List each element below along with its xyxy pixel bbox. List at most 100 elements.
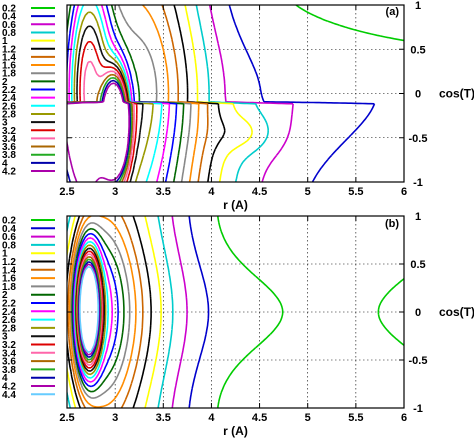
contour-lines (67, 216, 404, 408)
legend-label: 1.2 (2, 44, 16, 55)
legend-label: 1.8 (2, 69, 16, 80)
legend-label: 1.4 (2, 265, 16, 276)
grid-lines (67, 5, 404, 182)
legend-label: 1.6 (2, 61, 16, 72)
legend-label: 1.6 (2, 274, 16, 285)
contour-1.8 (70, 222, 131, 399)
legend-label: 2.2 (2, 299, 16, 310)
legend-label: 2 (2, 77, 8, 88)
x-tick-label: 3 (112, 186, 118, 198)
legend-label: 1.2 (2, 257, 16, 268)
legend-label: 1 (2, 36, 8, 47)
contour-1 (67, 216, 162, 408)
legend-label: 3.2 (2, 340, 16, 351)
legend-label: 1 (2, 249, 8, 260)
y-tick-label: -1 (413, 403, 423, 415)
legend: 0.20.40.60.811.21.41.61.822.22.42.62.833… (2, 216, 55, 401)
contour-4.2 (67, 82, 130, 182)
legend-label: 2.6 (2, 101, 16, 112)
contour-2.6 (67, 5, 163, 182)
contour-4.4 (79, 265, 99, 354)
legend-label: 2 (2, 290, 8, 301)
contour-2.8 (67, 11, 154, 182)
legend-label: 4.2 (2, 382, 16, 393)
contour-2.2 (72, 232, 119, 388)
x-tick-label: 4 (208, 412, 215, 424)
contour-1.6 (68, 216, 137, 408)
legend-label: 3.6 (2, 142, 16, 153)
contour-3.2 (67, 41, 138, 182)
panel-label: (b) (385, 218, 399, 230)
y-axis-title: cos(T) (439, 305, 474, 319)
x-tick-label: 3 (112, 412, 118, 424)
legend-label: 0.8 (2, 28, 16, 39)
y-tick-label: 0.5 (410, 44, 425, 56)
legend-label: 4 (2, 373, 8, 384)
legend-label: 0.2 (2, 4, 16, 15)
contour-0.4 (188, 216, 210, 408)
y-tick-label: 0.5 (410, 259, 425, 271)
legend-label: 1.4 (2, 52, 16, 63)
legend-label: 1.8 (2, 282, 16, 293)
legend-label: 0.2 (2, 216, 16, 227)
y-tick-label: -0.5 (409, 133, 428, 145)
legend: 0.20.40.60.811.21.41.61.822.22.42.62.833… (2, 4, 55, 178)
x-axis-title: r (A) (223, 198, 248, 212)
y-tick-label: 0 (415, 307, 421, 319)
x-tick-label: 4.5 (252, 186, 267, 198)
contour-0.2 (294, 5, 404, 42)
legend-label: 2.8 (2, 323, 16, 334)
legend-label: 4 (2, 158, 8, 169)
legend-label: 3.4 (2, 348, 16, 359)
x-tick-label: 4 (208, 186, 215, 198)
legend-label: 2.6 (2, 315, 16, 326)
x-tick-label: 3.5 (156, 412, 171, 424)
contour-1.2 (173, 5, 226, 182)
legend-label: 2.4 (2, 307, 16, 318)
legend-label: 0.6 (2, 20, 16, 31)
x-tick-label: 5.5 (348, 186, 363, 198)
contour-0.2 (217, 216, 404, 408)
legend-label: 2.8 (2, 109, 16, 120)
y-tick-label: 0 (415, 89, 421, 101)
x-tick-label: 4.5 (252, 412, 267, 424)
legend-label: 0.6 (2, 232, 16, 243)
panel-b: 2.5 3 3.5 4 4.5 5 5.5 6 -1 -0.5 0 0.5 1 cos(T) r (A) (b… (2, 211, 474, 438)
legend-label: 3.4 (2, 134, 16, 145)
y-tick-label: 1 (415, 0, 421, 12)
contour-1.2 (67, 216, 152, 408)
y-tick-label: -1 (413, 177, 423, 189)
contour-1 (184, 5, 253, 182)
legend-label: 0.8 (2, 240, 16, 251)
contour-2 (71, 227, 125, 393)
legend-label: 3 (2, 332, 8, 343)
legend-label: 2.4 (2, 93, 16, 104)
contour-0.8 (67, 216, 174, 408)
contour-0.6 (171, 216, 188, 408)
contour-0.6 (208, 5, 294, 182)
x-axis-title: r (A) (223, 424, 248, 438)
contour-3 (67, 25, 144, 182)
x-tick-label: 3.5 (156, 186, 171, 198)
y-axis-title: cos(T) (439, 87, 474, 101)
legend-label: 3 (2, 118, 8, 129)
legend-label: 0.4 (2, 224, 16, 235)
x-tick-label: 6 (401, 186, 407, 198)
y-tick-label: -0.5 (409, 355, 428, 367)
panel-a: 2.5 3 3.5 4 4.5 5 5.5 6 -1 -0.5 0 0.5 1 cos(T) r (A) (a… (2, 0, 474, 212)
legend-label: 2.2 (2, 85, 16, 96)
legend-label: 4.4 (2, 390, 16, 401)
legend-label: 3.6 (2, 357, 16, 368)
panel-label: (a) (386, 6, 400, 18)
legend-label: 3.2 (2, 126, 16, 137)
x-tick-label: 5 (305, 186, 311, 198)
legend-label: 3.8 (2, 365, 16, 376)
legend-label: 0.4 (2, 12, 16, 23)
x-tick-label: 2.5 (59, 186, 74, 198)
x-tick-label: 5 (305, 412, 311, 424)
contour-1.4 (67, 216, 144, 408)
y-tick-label: 1 (415, 211, 421, 223)
x-tick-label: 2.5 (59, 412, 74, 424)
contour-1.8 (67, 5, 192, 182)
